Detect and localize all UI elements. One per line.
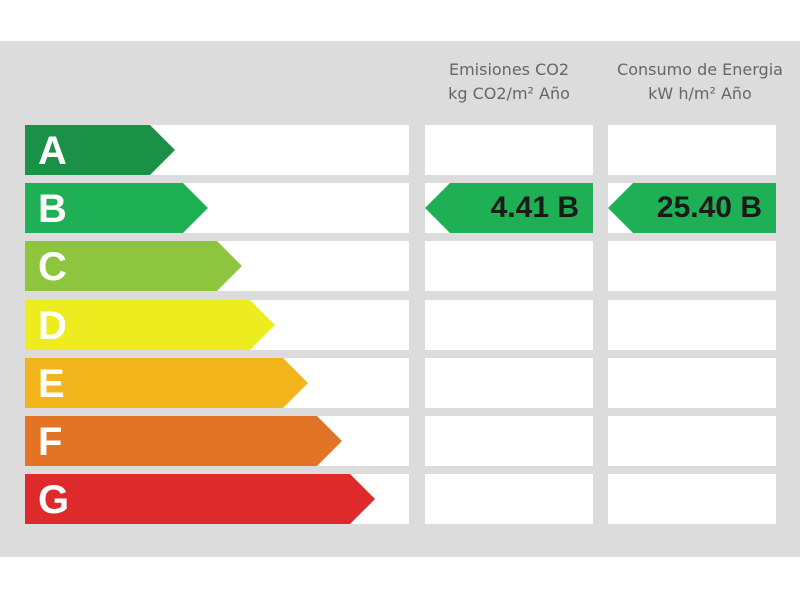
co2-cell-b: 4.41 B — [425, 183, 593, 233]
co2-header-unit: kg CO2/m² Año — [448, 84, 570, 103]
energy-class-arrow-shape-d — [25, 300, 275, 350]
energy-cell-b: 25.40 B — [608, 183, 776, 233]
energy-class-arrow-b: B — [25, 183, 208, 233]
co2-cell-g — [425, 474, 593, 524]
energy-rating-arrow-shape — [608, 183, 776, 233]
energy-header-title: Consumo de Energia — [617, 60, 783, 79]
energy-class-arrow-a: A — [25, 125, 175, 175]
energy-class-arrow-shape-b — [25, 183, 208, 233]
energy-class-row-g: G — [25, 474, 409, 524]
co2-header-title: Emisiones CO2 — [448, 60, 570, 79]
energy-class-letter-e: E — [38, 362, 65, 406]
energy-class-arrow-shape-c — [25, 241, 242, 291]
energy-class-arrow-shape-a — [25, 125, 175, 175]
energy-class-row-a: A — [25, 125, 409, 175]
energy-class-row-b: B — [25, 183, 409, 233]
co2-cell-d — [425, 300, 593, 350]
energy-class-arrow-shape-e — [25, 358, 308, 408]
energy-class-arrow-shape-g — [25, 474, 375, 524]
energy-class-row-d: D — [25, 300, 409, 350]
energy-class-arrow-f: F — [25, 416, 342, 466]
energy-column-header: Consumo de Energia kW h/m² Año — [608, 58, 792, 106]
co2-rating-value: 4.41 B — [490, 191, 579, 224]
co2-column-header: Emisiones CO2 kg CO2/m² Año — [425, 58, 593, 106]
co2-cell-c — [425, 241, 593, 291]
energy-class-letter-b: B — [38, 187, 67, 231]
energy-class-arrow-shape-f — [25, 416, 342, 466]
energy-class-letter-d: D — [38, 304, 67, 348]
energy-cell-a — [608, 125, 776, 175]
energy-class-letter-f: F — [38, 420, 63, 464]
energy-class-arrow-d: D — [25, 300, 275, 350]
energy-header-unit: kW h/m² Año — [648, 84, 752, 103]
co2-cell-f — [425, 416, 593, 466]
energy-rating-value: 25.40 B — [656, 191, 762, 224]
energy-class-arrow-g: G — [25, 474, 375, 524]
energy-rating-indicator: 25.40 B — [608, 183, 776, 233]
energy-class-row-e: E — [25, 358, 409, 408]
co2-rating-indicator: 4.41 B — [425, 183, 593, 233]
energy-class-arrow-c: C — [25, 241, 242, 291]
co2-cell-a — [425, 125, 593, 175]
energy-cell-d — [608, 300, 776, 350]
energy-class-row-f: F — [25, 416, 409, 466]
energy-class-arrow-e: E — [25, 358, 308, 408]
energy-cell-e — [608, 358, 776, 408]
energy-class-letter-g: G — [38, 478, 70, 522]
energy-cell-f — [608, 416, 776, 466]
energy-cell-c — [608, 241, 776, 291]
energy-cell-g — [608, 474, 776, 524]
energy-class-letter-c: C — [38, 245, 67, 289]
co2-cell-e — [425, 358, 593, 408]
energy-class-letter-a: A — [38, 129, 67, 173]
energy-class-row-c: C — [25, 241, 409, 291]
co2-rating-arrow-shape — [425, 183, 593, 233]
